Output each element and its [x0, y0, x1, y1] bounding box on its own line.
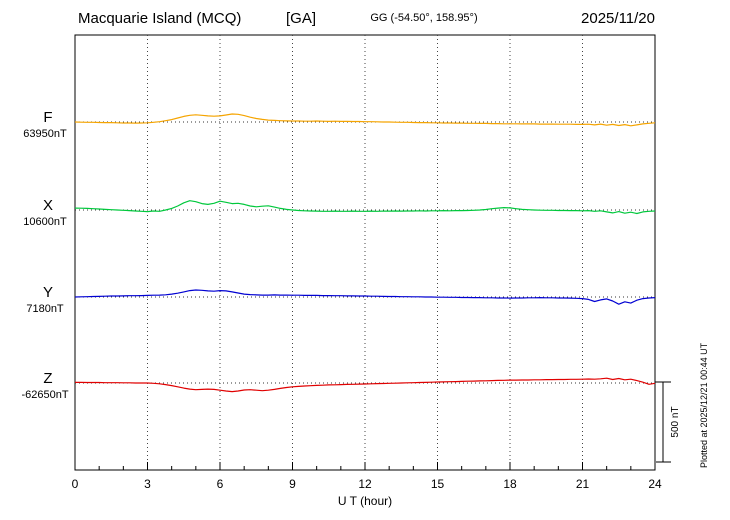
- x-axis-label: U T (hour): [338, 494, 392, 508]
- baseline-value-x: 10600nT: [23, 216, 67, 228]
- scale-bar: 500 nT: [655, 381, 681, 463]
- svg-text:21: 21: [576, 477, 590, 491]
- baseline-value-f: 63950nT: [23, 128, 67, 140]
- trace-label-x: X: [43, 197, 53, 214]
- svg-text:9: 9: [289, 477, 296, 491]
- geographic-coordinates: GG (-54.50°, 158.95°): [370, 12, 477, 24]
- svg-text:0: 0: [72, 477, 79, 491]
- svg-text:24: 24: [648, 477, 662, 491]
- svg-text:3: 3: [144, 477, 151, 491]
- trace-label-f: F: [43, 109, 52, 126]
- agency-tag: [GA]: [286, 10, 316, 27]
- baseline-value-y: 7180nT: [26, 303, 64, 315]
- baseline-value-z: -62650nT: [21, 389, 68, 401]
- scale-bar-label: 500 nT: [670, 406, 681, 437]
- trace-label-y: Y: [43, 284, 53, 301]
- plotted-at-note: Plotted at 2025/12/21 00:44 UT: [699, 342, 709, 468]
- trace-label-z: Z: [43, 370, 52, 387]
- traces-layer: 0 3 6 9 12 15 18 21 24: [72, 35, 662, 491]
- station-title: Macquarie Island (MCQ): [78, 10, 241, 27]
- svg-text:15: 15: [431, 477, 445, 491]
- plot-frame: [74, 34, 656, 471]
- svg-text:6: 6: [217, 477, 224, 491]
- plot-date: 2025/11/20: [581, 10, 655, 27]
- svg-text:12: 12: [358, 477, 372, 491]
- svg-text:18: 18: [503, 477, 517, 491]
